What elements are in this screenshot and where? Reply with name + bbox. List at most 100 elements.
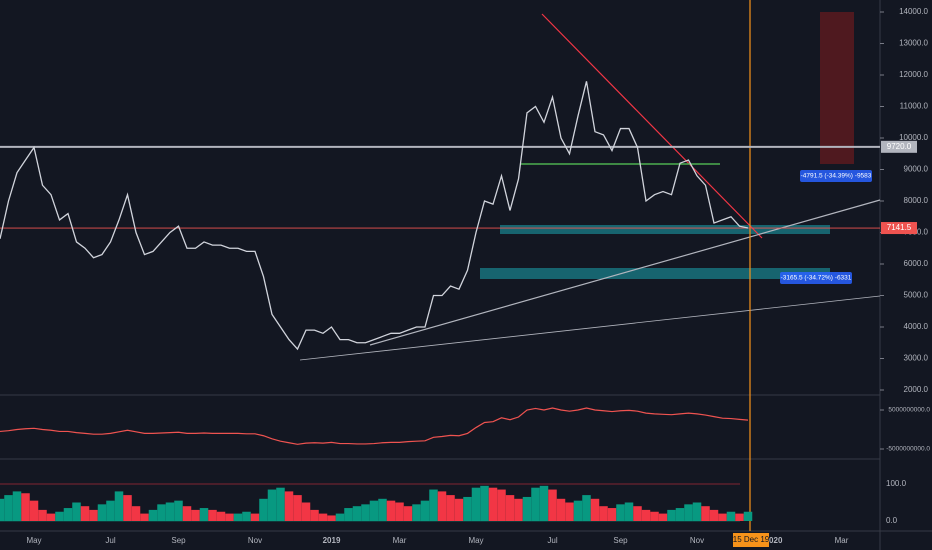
histogram-bar [582, 495, 591, 521]
histogram-bar [480, 485, 489, 521]
price-label: 11000.0 [900, 102, 929, 111]
histogram-bar [89, 509, 98, 521]
histogram-bar [174, 500, 183, 521]
time-label: 2019 [323, 536, 341, 545]
support-zone [500, 225, 830, 234]
crosshair-tag [733, 533, 769, 547]
histogram-bar [548, 489, 557, 521]
time-label: Jul [105, 536, 115, 545]
histogram-bar [667, 509, 676, 521]
histogram-bar [369, 500, 379, 521]
histogram-bar [743, 511, 753, 521]
histogram-bar [420, 500, 430, 521]
measure-box [820, 12, 854, 164]
histogram-bar [267, 489, 277, 521]
histogram-bar [429, 489, 438, 521]
time-label: Sep [613, 536, 628, 545]
histogram-bar [403, 506, 413, 521]
histogram-bar [242, 511, 251, 521]
histogram-bar [38, 509, 47, 521]
histogram-bar [327, 515, 336, 521]
histogram-bar [114, 491, 124, 521]
indicator-label: 0.0 [886, 516, 898, 525]
histogram-bar [395, 502, 404, 521]
measure-label-box [780, 272, 852, 284]
measure-label-box [800, 170, 872, 182]
histogram-bar [726, 511, 736, 521]
histogram-bar [140, 513, 149, 521]
trend-line [299, 295, 881, 361]
measure-label: -4791.5 (-34.39%) -9583 [801, 173, 872, 180]
histogram-bar [446, 495, 455, 521]
histogram-bar [701, 506, 710, 521]
price-tag [881, 140, 917, 153]
histogram-bar [293, 495, 302, 521]
time-label: Nov [690, 536, 704, 545]
histogram-bar [46, 513, 56, 521]
histogram-bar [412, 504, 421, 521]
trend-line [541, 13, 763, 239]
histogram-bar [454, 498, 464, 521]
histogram-bar [709, 509, 719, 521]
histogram-bar [599, 506, 608, 521]
histogram-bar [301, 502, 311, 521]
price-label: 12000.0 [899, 70, 928, 79]
histogram-bar [675, 508, 685, 521]
histogram-bar [0, 498, 5, 521]
histogram-bar [157, 504, 166, 521]
histogram-bar [650, 511, 659, 521]
histogram-bar [29, 500, 39, 521]
histogram-bar [522, 496, 532, 521]
histogram-bar [718, 513, 727, 521]
price-label: 9000.0 [904, 165, 929, 174]
time-label: May [468, 536, 483, 545]
histogram-bar [607, 508, 617, 521]
indicator-label: 5000000000.0 [888, 407, 930, 414]
histogram-bar [437, 491, 447, 521]
histogram-bar [276, 487, 285, 521]
histogram-bar [735, 513, 744, 521]
histogram-bar [692, 502, 702, 521]
histogram-bar [386, 500, 396, 521]
histogram-bar [12, 491, 22, 521]
histogram-bar [335, 513, 345, 521]
price-label: 8000.0 [904, 196, 929, 205]
price-line [0, 81, 749, 351]
price-label: 4000.0 [904, 322, 929, 331]
histogram-bar [463, 496, 472, 521]
histogram-bar [641, 509, 651, 521]
histogram-bar [531, 487, 540, 521]
time-label: Nov [248, 536, 262, 545]
support-zone [480, 268, 830, 279]
histogram-bar [148, 509, 158, 521]
price-label: 13000.0 [899, 39, 928, 48]
histogram-bar [624, 502, 634, 521]
histogram-bar [573, 500, 583, 521]
time-label: Mar [835, 536, 849, 545]
histogram-bar [131, 506, 141, 521]
histogram-bar [208, 509, 217, 521]
histogram-bar [616, 504, 625, 521]
time-label: May [26, 536, 41, 545]
histogram-bar [182, 506, 192, 521]
price-label: 6000.0 [904, 259, 929, 268]
histogram-bar [165, 502, 175, 521]
price-label: 14000.0 [899, 7, 928, 16]
indicator-label: 100.0 [886, 479, 907, 488]
histogram-bar [684, 504, 693, 521]
histogram-bar [233, 513, 243, 521]
histogram-bar [97, 504, 107, 521]
histogram-bar [497, 489, 506, 521]
price-label: 3000.0 [904, 354, 929, 363]
indicator-label: -5000000000.0 [886, 446, 930, 453]
time-label: Sep [171, 536, 186, 545]
histogram-bar [565, 502, 574, 521]
trend-line [369, 199, 881, 346]
histogram-bar [378, 498, 387, 521]
indicator-line [0, 407, 749, 445]
histogram-bar [216, 511, 226, 521]
histogram-bar [106, 500, 115, 521]
price-tag-label: 7141.5 [887, 223, 912, 232]
histogram-bar [191, 509, 200, 521]
histogram-bar [361, 504, 370, 521]
